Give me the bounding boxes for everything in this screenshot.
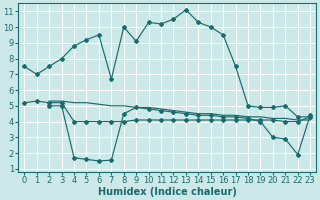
X-axis label: Humidex (Indice chaleur): Humidex (Indice chaleur): [98, 187, 237, 197]
